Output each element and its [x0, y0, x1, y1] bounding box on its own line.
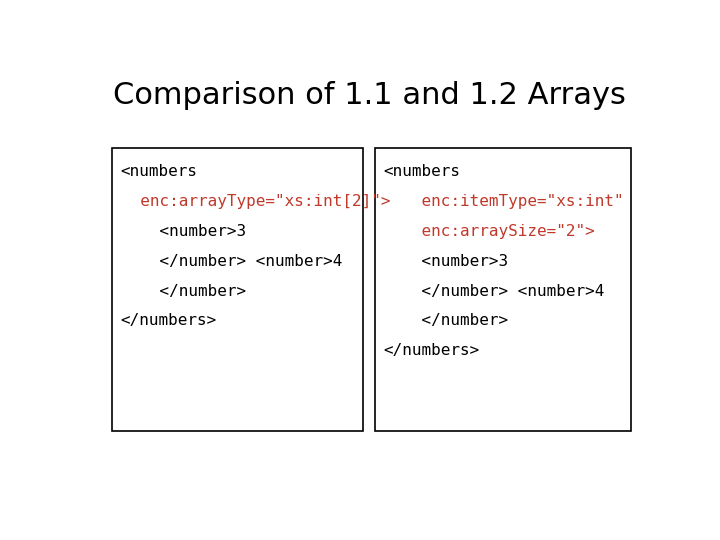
FancyBboxPatch shape [374, 148, 631, 431]
Text: </number> <number>4: </number> <number>4 [121, 254, 342, 268]
Text: </number>: </number> [383, 313, 508, 328]
FancyBboxPatch shape [112, 148, 364, 431]
Text: enc:arraySize="2">: enc:arraySize="2"> [383, 224, 595, 239]
Text: </numbers>: </numbers> [383, 343, 480, 359]
Text: enc:itemType="xs:int": enc:itemType="xs:int" [383, 194, 624, 208]
Text: </number>: </number> [121, 284, 246, 299]
Text: <numbers: <numbers [383, 164, 460, 179]
Text: Comparison of 1.1 and 1.2 Arrays: Comparison of 1.1 and 1.2 Arrays [112, 82, 626, 111]
Text: </numbers>: </numbers> [121, 313, 217, 328]
Text: <number>3: <number>3 [121, 224, 246, 239]
Text: </number> <number>4: </number> <number>4 [383, 284, 604, 299]
Text: <number>3: <number>3 [383, 254, 508, 268]
Text: enc:arrayType="xs:int[2]">: enc:arrayType="xs:int[2]"> [121, 194, 390, 208]
Text: <numbers: <numbers [121, 164, 198, 179]
